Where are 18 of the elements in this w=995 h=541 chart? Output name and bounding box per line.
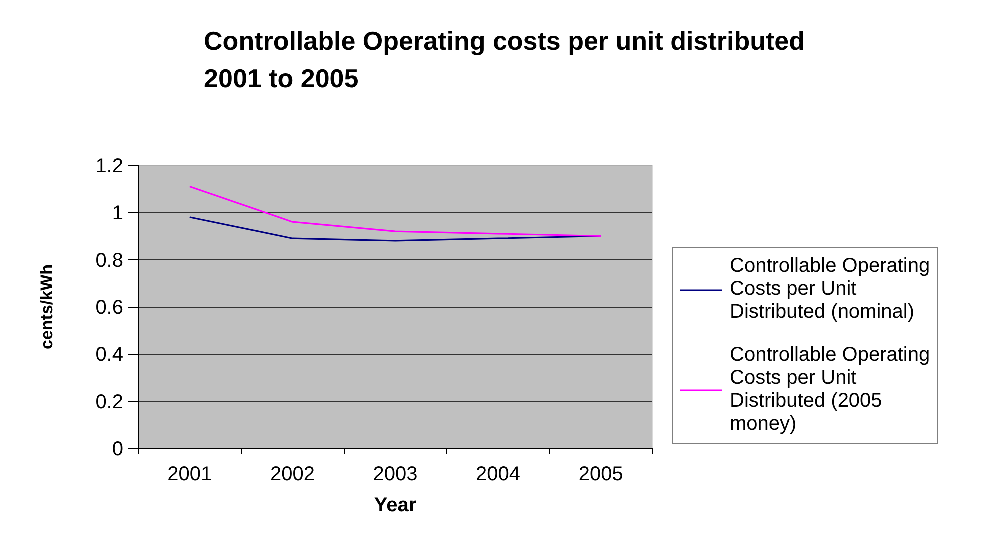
x-tick-label: 2003 — [373, 464, 418, 486]
y-tick-label: 0.2 — [96, 391, 124, 414]
x-tick-label: 2001 — [168, 464, 212, 486]
x-tick-label: 2004 — [476, 464, 521, 486]
y-tick-label: 0 — [112, 438, 124, 460]
y-tick-label: 0.8 — [96, 250, 124, 272]
legend-label: Controllable Operating Costs per Unit Distributed (nominal) — [730, 255, 930, 324]
y-tick-label: 0.4 — [96, 344, 124, 366]
y-axis-title: cents/kWh — [38, 264, 57, 350]
y-tick-label: 1.2 — [96, 156, 124, 178]
line-series — [189, 186, 602, 238]
x-axis-title: Year — [374, 494, 417, 516]
chart-title: Controllable Operating costs per unit distributed 2001 to 2005 — [204, 26, 805, 94]
y-tick-label: 1 — [112, 202, 124, 225]
legend-label: Controllable Operating Costs per Unit Distributed (2005 money) — [730, 344, 930, 436]
x-tick-label: 2002 — [270, 464, 315, 486]
y-tick-label: 0.6 — [96, 297, 124, 319]
x-tick-label: 2005 — [578, 464, 624, 486]
